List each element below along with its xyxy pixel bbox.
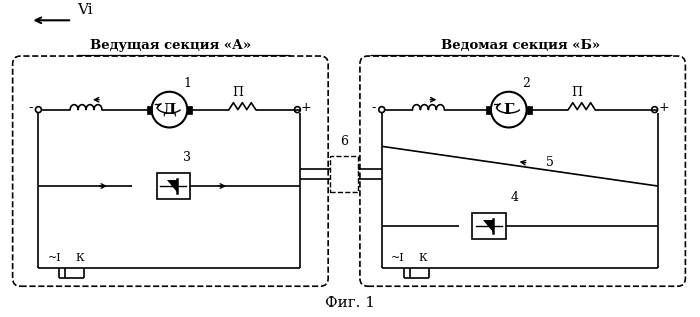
FancyBboxPatch shape bbox=[360, 56, 685, 286]
Polygon shape bbox=[483, 220, 493, 232]
Text: Д: Д bbox=[162, 103, 176, 117]
Bar bbox=[146, 106, 151, 113]
Text: 3: 3 bbox=[183, 151, 191, 164]
Text: П: П bbox=[572, 86, 582, 99]
Text: -: - bbox=[372, 101, 376, 114]
Text: +: + bbox=[301, 101, 312, 114]
Polygon shape bbox=[167, 180, 177, 192]
Bar bbox=[188, 106, 193, 113]
Circle shape bbox=[491, 92, 526, 127]
Circle shape bbox=[652, 107, 657, 113]
Text: ~I: ~I bbox=[391, 254, 405, 263]
Circle shape bbox=[36, 107, 41, 113]
Text: Г: Г bbox=[503, 103, 514, 117]
Circle shape bbox=[151, 92, 188, 127]
Text: Фиг. 1: Фиг. 1 bbox=[325, 296, 375, 310]
Bar bbox=[526, 106, 531, 113]
Circle shape bbox=[295, 107, 300, 113]
Text: Vi: Vi bbox=[77, 3, 93, 17]
Text: 5: 5 bbox=[547, 156, 554, 169]
Text: 1: 1 bbox=[183, 77, 191, 90]
Text: П: П bbox=[232, 86, 244, 99]
Text: Ведомая секция «Б»: Ведомая секция «Б» bbox=[441, 39, 600, 52]
Text: -: - bbox=[28, 101, 33, 114]
Text: +: + bbox=[658, 101, 669, 114]
FancyBboxPatch shape bbox=[13, 56, 328, 286]
Bar bbox=[486, 106, 491, 113]
Text: 2: 2 bbox=[523, 77, 531, 90]
Text: 4: 4 bbox=[511, 191, 519, 204]
Circle shape bbox=[379, 107, 385, 113]
Text: К: К bbox=[418, 254, 427, 263]
Text: 6: 6 bbox=[340, 135, 348, 148]
Bar bbox=[157, 173, 190, 199]
Text: Ведущая секция «А»: Ведущая секция «А» bbox=[90, 39, 251, 52]
Text: ~I: ~I bbox=[48, 254, 61, 263]
Bar bbox=[472, 213, 506, 239]
Bar bbox=[330, 156, 358, 192]
Text: К: К bbox=[76, 254, 85, 263]
